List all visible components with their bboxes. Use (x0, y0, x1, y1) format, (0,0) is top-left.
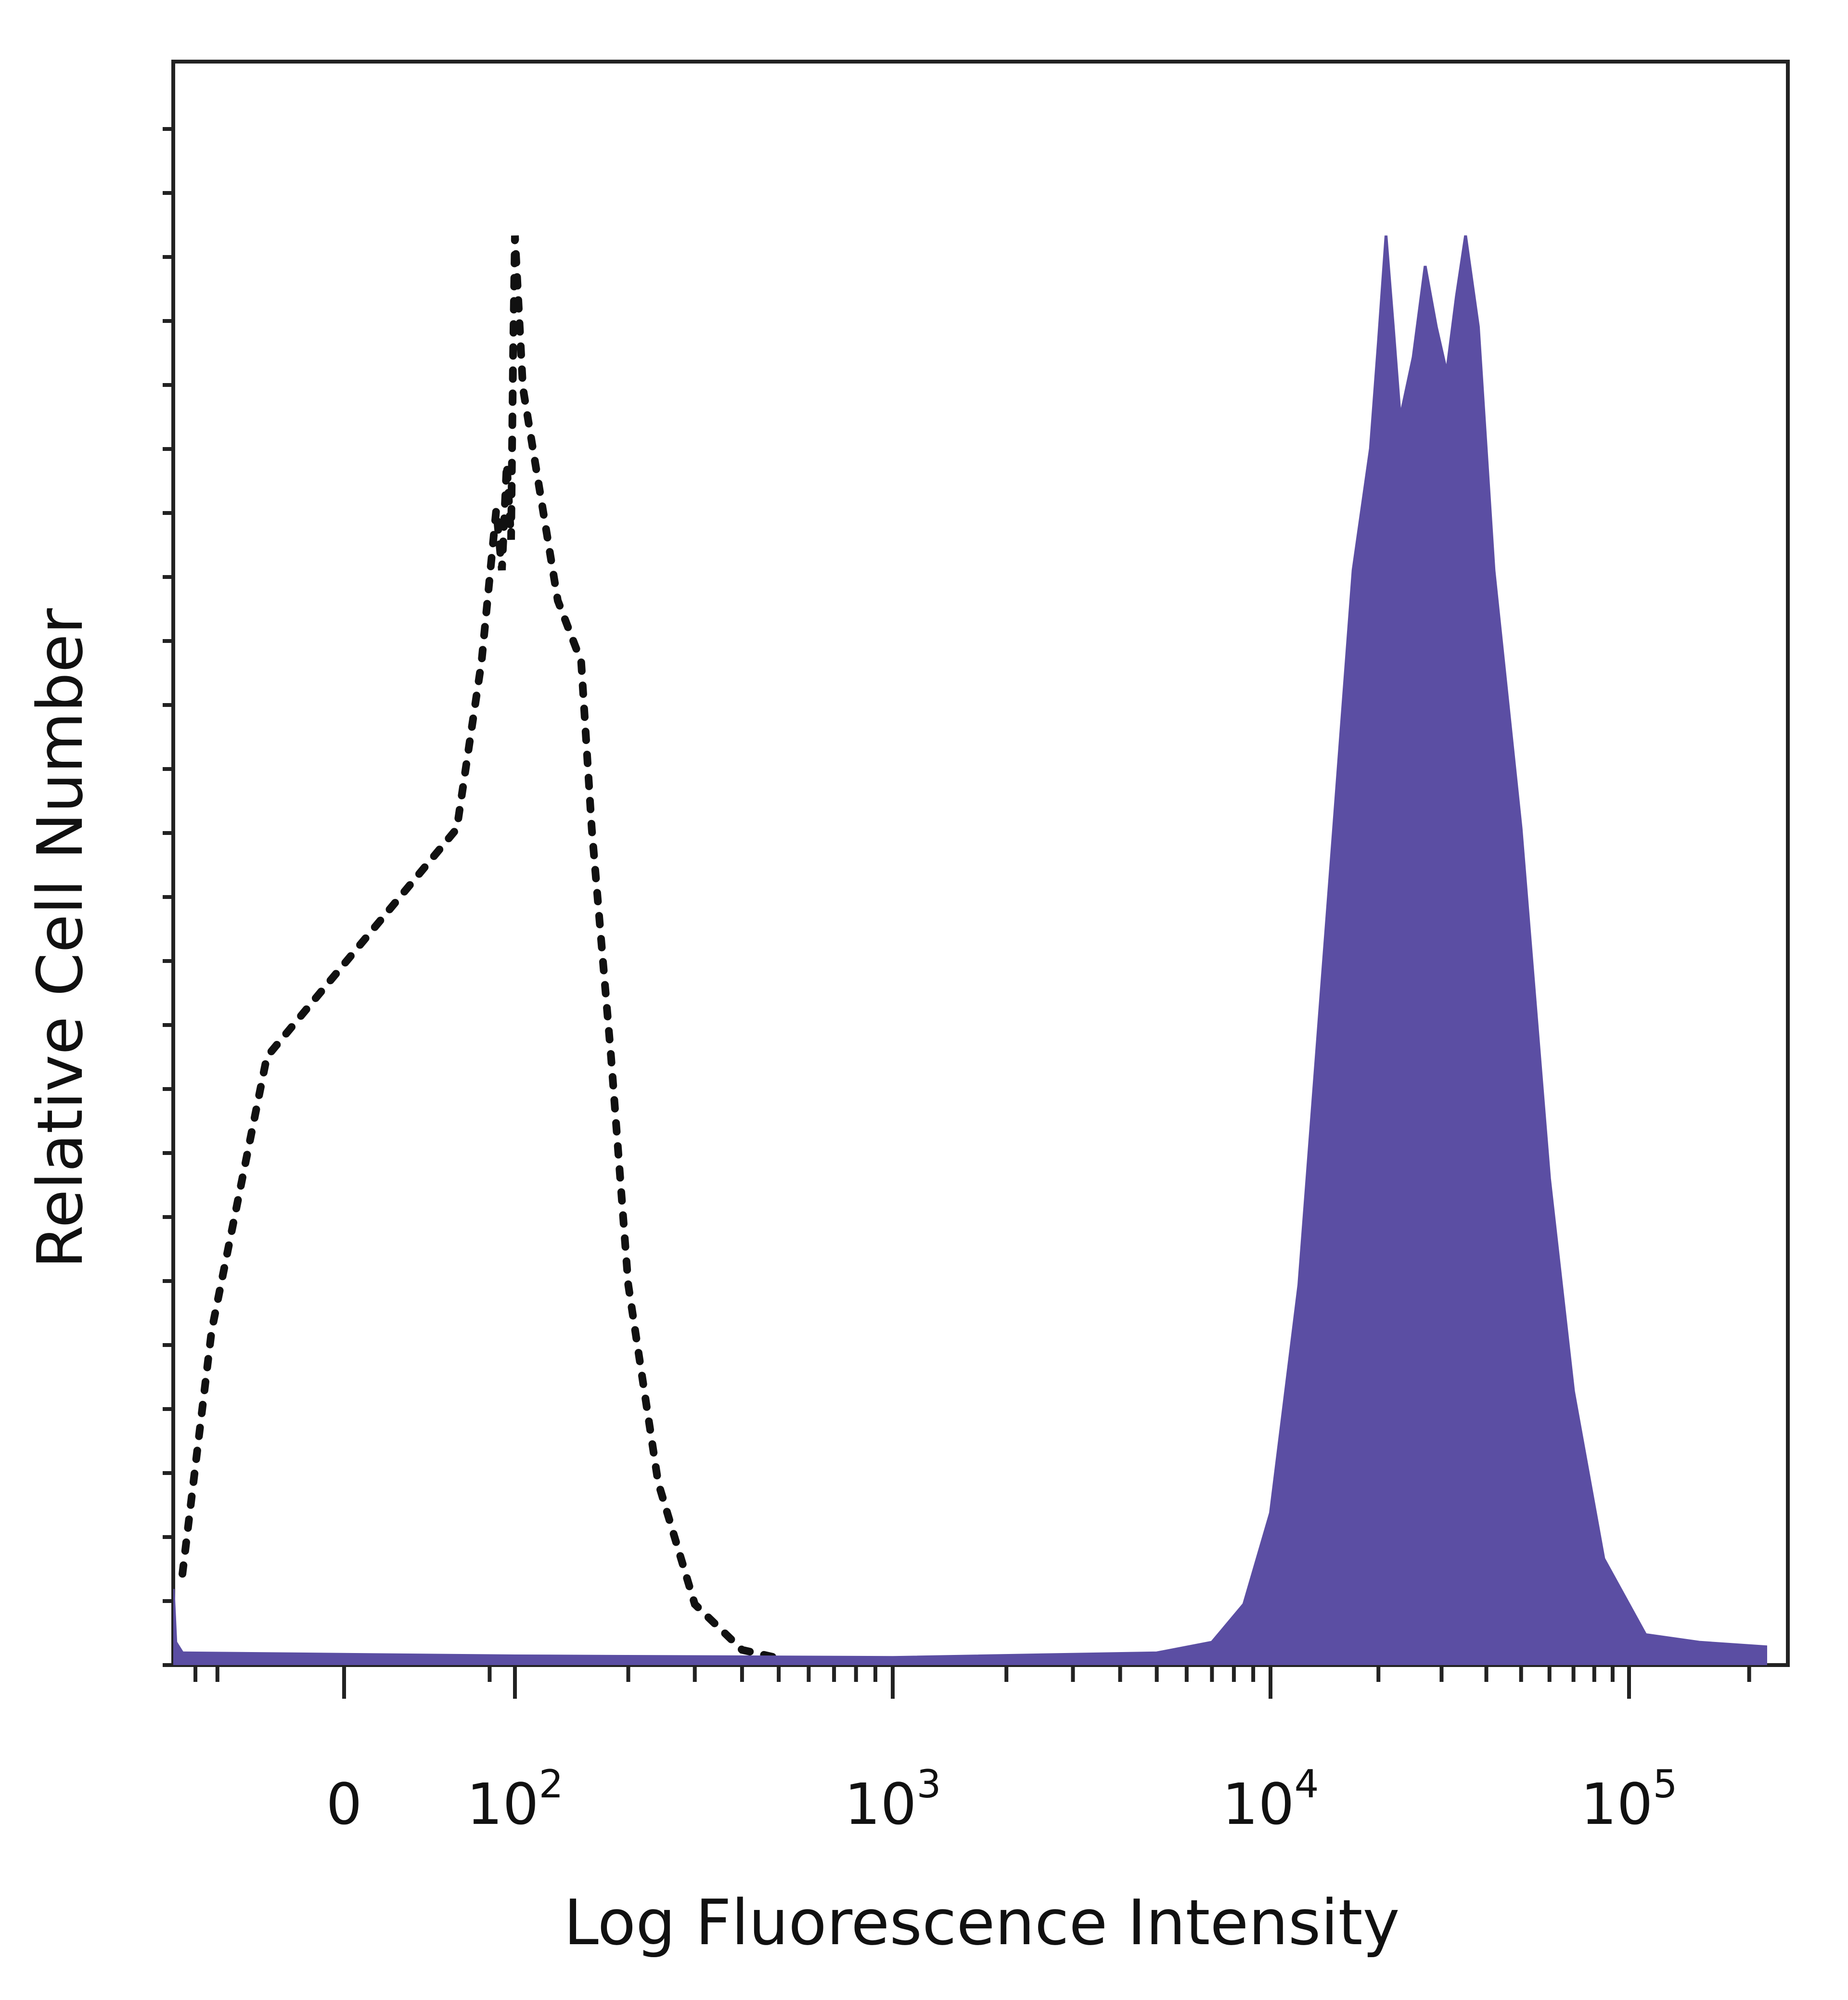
x-tick-label-2: 103 (844, 1762, 941, 1837)
x-axis-tick-labels: 0 102 103 104 105 (326, 1762, 1677, 1837)
x-tick-label-4: 105 (1580, 1762, 1677, 1837)
x-tick-label-0: 0 (326, 1771, 362, 1837)
series-1-filled-area (173, 235, 1767, 1665)
y-axis-title: Relative Cell Number (24, 608, 97, 1269)
series-0-dotted-line (179, 235, 813, 1665)
x-axis-ticks (193, 1665, 1751, 1699)
x-tick-label-3: 104 (1222, 1762, 1319, 1837)
x-axis-title: Log Fluorescence Intensity (564, 1886, 1399, 1959)
x-tick-label-1: 102 (466, 1762, 563, 1837)
series-layer (173, 235, 1767, 1665)
y-axis-ticks (163, 127, 173, 1667)
